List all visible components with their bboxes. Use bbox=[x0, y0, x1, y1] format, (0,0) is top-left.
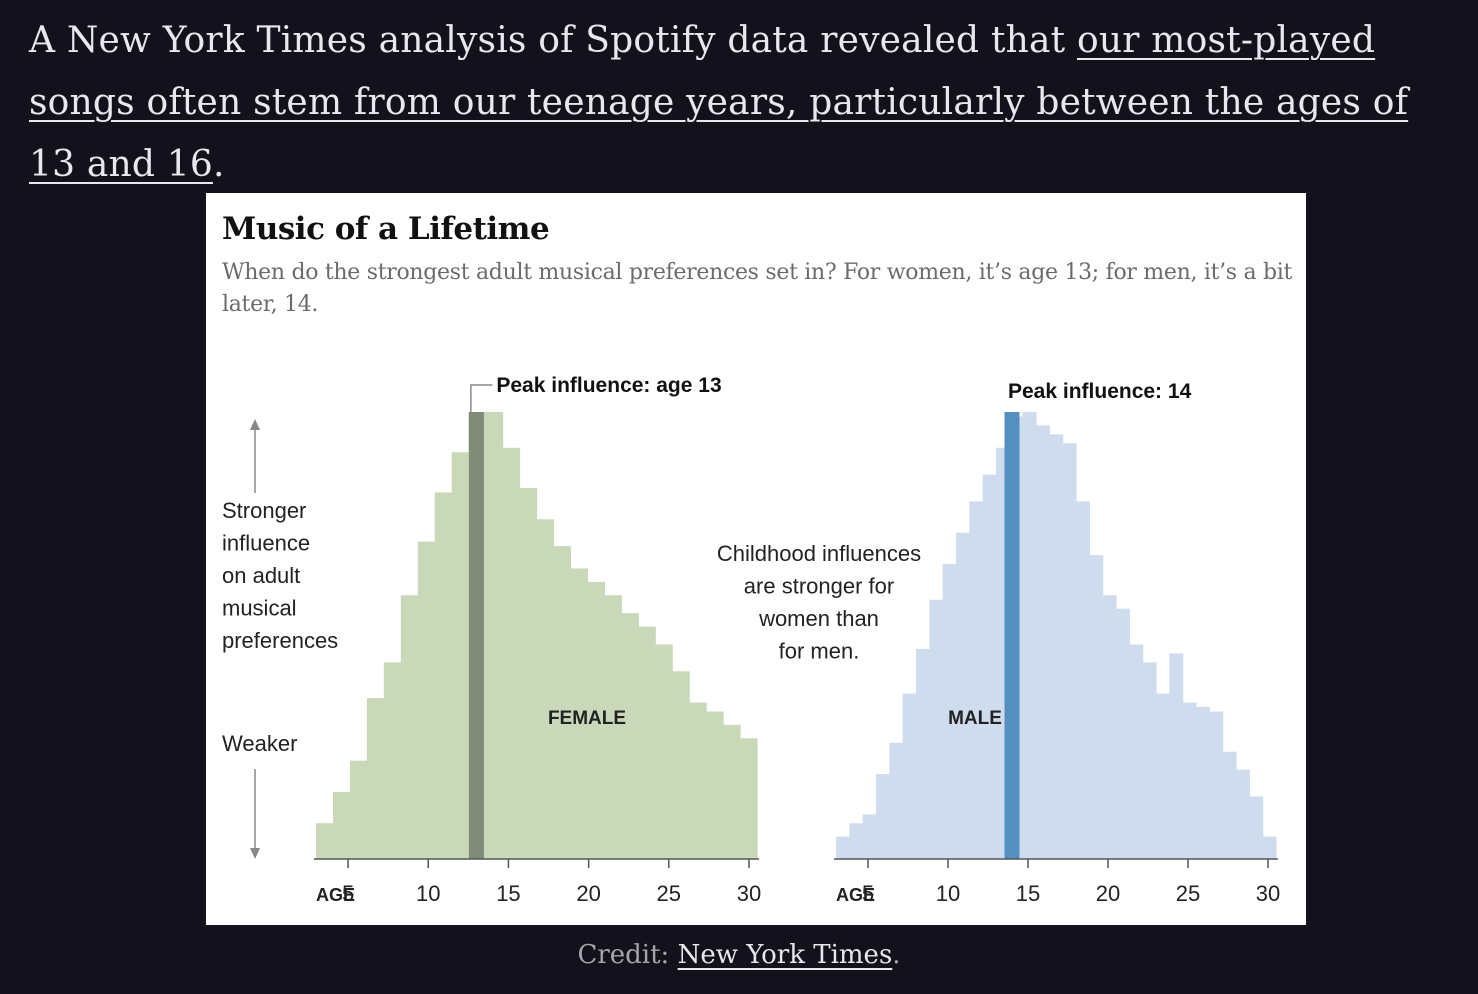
y-axis-weaker-label: Weaker bbox=[222, 731, 297, 756]
male-bar bbox=[942, 563, 957, 859]
female-peak-label: Peak influence: age 13 bbox=[496, 374, 721, 397]
female-bar bbox=[502, 447, 521, 859]
female-bar bbox=[366, 698, 385, 859]
image-credit: Credit: New York Times. bbox=[0, 940, 1478, 970]
female-bar bbox=[723, 724, 741, 859]
female-bar bbox=[383, 662, 402, 859]
male-bar bbox=[1209, 711, 1224, 859]
female-bar bbox=[485, 412, 504, 859]
chart-title: Music of a Lifetime bbox=[222, 211, 550, 247]
male-bar bbox=[1089, 555, 1104, 859]
male-bar bbox=[1102, 595, 1117, 859]
male-bar bbox=[1076, 501, 1090, 859]
male-bar bbox=[902, 693, 917, 859]
female-peak-bar bbox=[468, 412, 484, 859]
female-bar bbox=[740, 738, 758, 859]
female-bar bbox=[706, 711, 724, 859]
female-bar bbox=[519, 487, 538, 859]
male-bar bbox=[956, 532, 970, 859]
intro-text: A New York Times analysis of Spotify dat… bbox=[29, 20, 1077, 61]
male-bar bbox=[1062, 443, 1077, 859]
female-x-axis-label: AGE bbox=[316, 885, 355, 905]
male-tick-label: 10 bbox=[936, 881, 960, 906]
male-bar bbox=[876, 774, 890, 859]
male-bar bbox=[849, 823, 864, 859]
male-bar bbox=[1249, 796, 1264, 859]
male-bar bbox=[1049, 434, 1064, 859]
male-x-axis-label: AGE bbox=[836, 885, 875, 905]
credit-link[interactable]: New York Times bbox=[677, 940, 893, 970]
analysis-link[interactable]: our most-played songs often stem from ou… bbox=[29, 20, 1409, 185]
male-bar bbox=[929, 599, 944, 859]
credit-end: . bbox=[892, 940, 901, 970]
male-bar bbox=[1262, 836, 1277, 859]
female-bar bbox=[570, 568, 588, 859]
male-peak-bar bbox=[1004, 412, 1020, 859]
male-tick-label: 20 bbox=[1096, 881, 1120, 906]
female-tick-label: 15 bbox=[496, 881, 520, 906]
childhood-annotation: Childhood influences are stronger for wome… bbox=[717, 541, 921, 664]
male-bar bbox=[982, 474, 997, 859]
male-bar bbox=[1196, 707, 1210, 859]
male-bar bbox=[1169, 653, 1184, 859]
female-bar bbox=[638, 626, 656, 859]
male-bar bbox=[1142, 662, 1157, 859]
female-tick-label: 5 bbox=[342, 881, 354, 906]
female-bar bbox=[316, 823, 334, 859]
female-bar bbox=[587, 581, 605, 859]
female-tick-label: 25 bbox=[657, 881, 681, 906]
female-tick-label: 20 bbox=[576, 881, 600, 906]
male-tick-label: 25 bbox=[1176, 881, 1200, 906]
male-bar bbox=[1036, 425, 1050, 859]
female-series-label: FEMALE bbox=[548, 708, 626, 729]
male-tick-label: 15 bbox=[1016, 881, 1040, 906]
male-bar bbox=[889, 742, 904, 859]
male-series-label: MALE bbox=[948, 708, 1002, 729]
male-bar bbox=[1236, 769, 1250, 859]
male-bar bbox=[1182, 702, 1197, 859]
weaker-arrow-head bbox=[250, 848, 260, 859]
intro-end: . bbox=[213, 144, 225, 185]
article-intro: A New York Times analysis of Spotify dat… bbox=[29, 10, 1459, 196]
male-peak-label: Peak influence: 14 bbox=[1008, 380, 1192, 403]
female-peak-leader bbox=[470, 384, 493, 412]
female-bar bbox=[434, 492, 453, 859]
female-bar bbox=[672, 671, 690, 859]
y-axis-stronger-label: Stronger influence on adult musical preferen… bbox=[222, 498, 338, 653]
female-bar bbox=[604, 595, 622, 859]
male-tick-label: 30 bbox=[1256, 881, 1280, 906]
male-bar bbox=[1022, 412, 1037, 859]
chart-subtitle: When do the strongest adult musical pref… bbox=[222, 260, 1293, 317]
male-bar bbox=[969, 501, 984, 859]
female-bar bbox=[689, 702, 707, 859]
male-bar bbox=[836, 836, 850, 859]
male-bar bbox=[862, 814, 877, 859]
female-bar bbox=[536, 519, 555, 859]
female-bar bbox=[332, 791, 351, 859]
female-bar bbox=[553, 546, 572, 859]
stronger-arrow-head bbox=[250, 419, 260, 430]
male-bar bbox=[1156, 693, 1170, 859]
female-bar bbox=[417, 541, 436, 859]
female-bar bbox=[655, 644, 673, 859]
male-bar bbox=[1129, 644, 1144, 859]
female-bar bbox=[349, 760, 368, 859]
male-bar bbox=[1222, 751, 1237, 859]
female-bar bbox=[451, 452, 470, 859]
female-bar bbox=[400, 595, 419, 859]
male-bar bbox=[1116, 608, 1130, 859]
female-tick-label: 30 bbox=[737, 881, 761, 906]
credit-label: Credit: bbox=[577, 940, 678, 970]
male-bar bbox=[916, 648, 930, 859]
female-bar bbox=[621, 613, 639, 859]
chart-figure: Music of a Lifetime When do the stronges… bbox=[206, 193, 1306, 925]
male-tick-label: 5 bbox=[862, 881, 874, 906]
female-tick-label: 10 bbox=[416, 881, 440, 906]
